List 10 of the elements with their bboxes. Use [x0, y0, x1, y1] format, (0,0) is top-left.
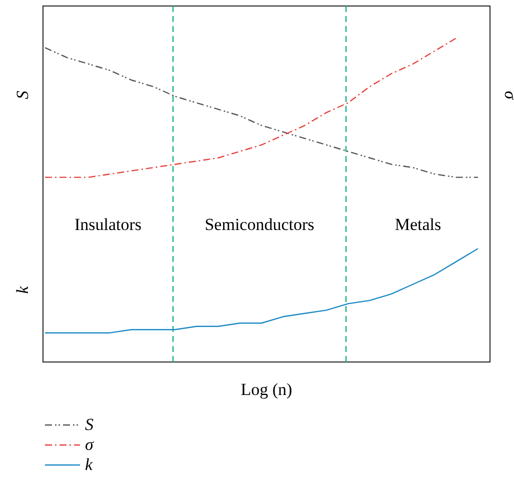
y-axis-title: S	[13, 90, 32, 100]
legend-label: S	[85, 415, 94, 434]
annotation: Metals	[394, 215, 442, 234]
legend-label: k	[85, 455, 93, 474]
x-axis-title: Log (n)	[240, 380, 292, 399]
legend-label: σ	[85, 435, 94, 454]
y2-axis-title: σ	[501, 90, 514, 100]
annotation: Semiconductors	[204, 215, 314, 234]
text: k	[13, 286, 32, 294]
annotation: Insulators	[74, 215, 142, 234]
